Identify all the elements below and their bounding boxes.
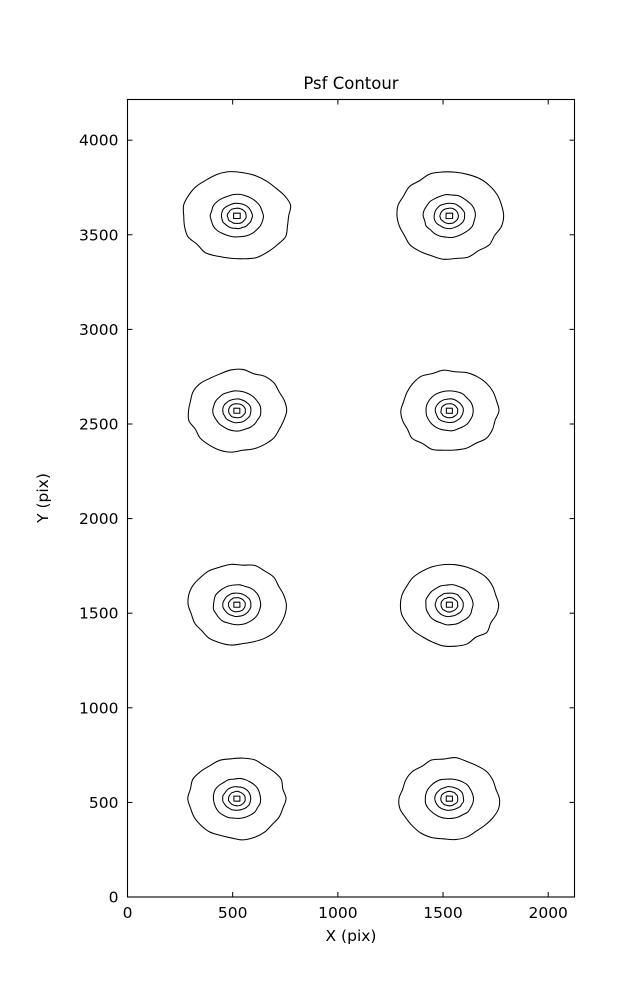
contour-level-0 [233, 795, 241, 802]
psf-contour-psf-r3-c1 [187, 563, 287, 646]
contour-level-0 [445, 407, 453, 414]
contour-level-3 [425, 390, 474, 432]
contour-level-3 [209, 193, 265, 238]
contour-level-3 [425, 584, 474, 626]
axis-ticks: 0 500 1000 1500 2000 0 500 1000 1500 2000 2500 3000… [79, 99, 575, 922]
contour-level-1 [440, 403, 459, 419]
contour-level-1 [227, 790, 246, 807]
y-tick-label: 2000 [79, 510, 118, 528]
contour-level-2 [434, 398, 464, 424]
x-tick-label: 0 [123, 904, 133, 922]
contour-level-1 [228, 403, 246, 419]
contour-level-0 [233, 212, 241, 220]
psf-contour-psf-r2-c2 [400, 369, 500, 451]
contour-level-3 [424, 778, 475, 820]
y-tick-label: 0 [109, 889, 119, 907]
contour-level-2 [434, 786, 465, 811]
contour-layer [182, 171, 505, 841]
x-tick-label: 500 [218, 904, 248, 922]
contour-level-3 [422, 194, 476, 239]
contour-level-4 [187, 563, 287, 646]
contour-level-1 [227, 597, 246, 613]
contour-level-4 [187, 757, 287, 841]
contour-level-4 [399, 563, 500, 647]
contour-level-3 [212, 584, 262, 626]
psf-contour-psf-r2-c1 [187, 368, 288, 453]
contour-level-0 [445, 212, 454, 220]
contour-level-4 [182, 171, 292, 260]
contour-level-4 [187, 368, 288, 453]
y-axis-label: Y (pix) [34, 473, 52, 524]
contour-level-2 [433, 202, 466, 230]
contour-level-4 [400, 369, 500, 451]
contour-level-1 [226, 207, 247, 224]
y-tick-label: 3000 [79, 321, 118, 339]
contour-level-0 [445, 601, 453, 608]
x-tick-label: 1500 [423, 904, 462, 922]
page-title: Psf Contour [303, 74, 398, 93]
y-tick-label: 1500 [79, 605, 118, 623]
contour-level-3 [212, 390, 262, 432]
contour-level-0 [233, 601, 241, 608]
psf-contour-psf-r4-c2 [398, 757, 501, 841]
x-tick-label: 2000 [528, 904, 567, 922]
contour-level-2 [222, 786, 252, 811]
psf-contour-psf-r1-c1 [182, 171, 292, 260]
contour-level-2 [222, 592, 252, 618]
plot-frame [126, 98, 576, 898]
y-tick-label: 3500 [79, 226, 118, 244]
y-tick-label: 2500 [79, 415, 118, 433]
contour-level-0 [445, 795, 453, 802]
contour-level-2 [220, 202, 254, 230]
y-tick-label: 1000 [79, 699, 118, 717]
contour-level-2 [434, 592, 464, 618]
contour-level-1 [439, 207, 459, 225]
y-tick-label: 500 [89, 794, 119, 812]
y-tick-label: 4000 [79, 132, 118, 150]
contour-level-3 [212, 777, 262, 819]
contour-level-1 [440, 790, 459, 807]
psf-contour-psf-r1-c2 [396, 171, 505, 260]
psf-contour-psf-r4-c1 [187, 757, 287, 841]
contour-level-4 [396, 171, 505, 260]
contour-level-2 [222, 398, 252, 424]
psf-contour-psf-r3-c2 [399, 563, 500, 647]
contour-level-1 [440, 596, 459, 613]
contour-level-4 [398, 757, 501, 841]
contour-level-0 [233, 407, 241, 414]
x-tick-label: 1000 [318, 904, 357, 922]
x-axis-label: X (pix) [326, 927, 377, 945]
